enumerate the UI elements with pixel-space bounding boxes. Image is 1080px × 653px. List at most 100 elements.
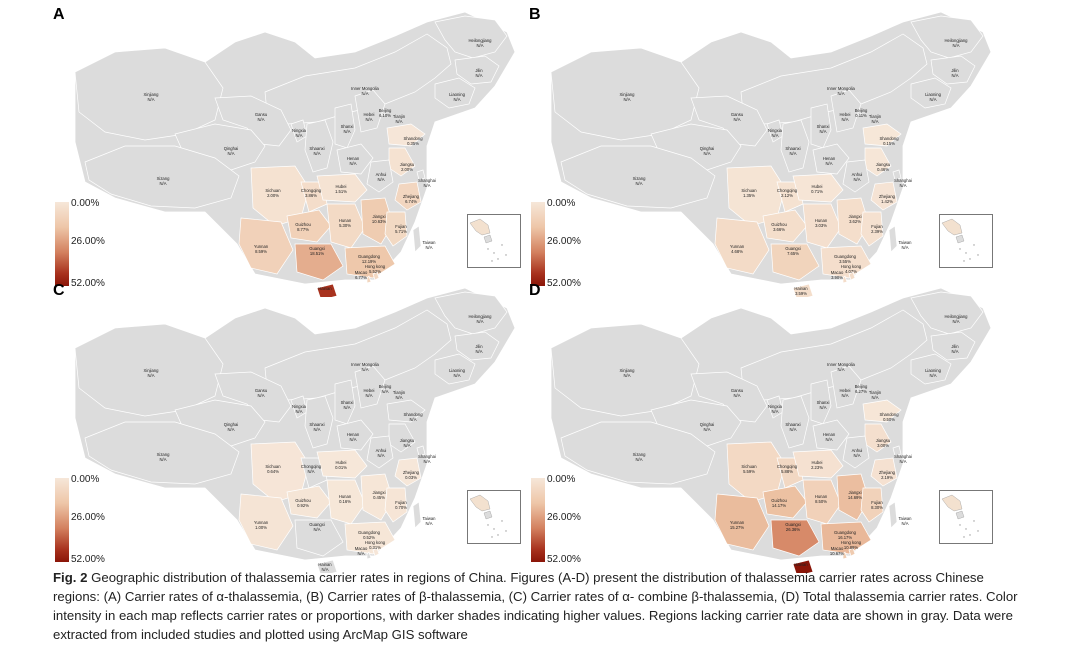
region-name: Hubei [336,460,347,465]
region-name: Shanxi [341,400,354,405]
region-value: N/A [160,181,167,186]
region-name: Anhui [376,172,387,177]
inset-map [941,218,979,262]
region-value: N/A [426,245,433,250]
region-value: 10.89% [844,545,858,550]
region-name: Hainan [318,286,332,291]
region-value: N/A [396,395,403,400]
region-name: Yunnan [254,520,269,525]
region-shanxi [334,379,356,425]
region-value: N/A [790,151,797,156]
region-value: 8.77% [297,227,309,232]
region-name: Macao [831,270,844,275]
region-value: 1.35% [743,193,755,198]
region-shanxi [810,103,832,149]
region-value: N/A [772,409,779,414]
region-value: 2.00% [267,193,279,198]
region-value: 8.50% [815,499,827,504]
region-name: Ningxia [292,404,307,409]
legend-colorbar [531,478,545,562]
region-value: N/A [952,73,959,78]
region-shaanxi [304,119,334,173]
region-gansu [214,95,292,147]
region-name: Hebei [364,112,375,117]
region-name: Heilongjiang [468,314,492,319]
region-value: N/A [426,521,433,526]
region-name: Inner Mongolia [351,362,379,367]
region-value: N/A [930,373,937,378]
china-map: HeilongjiangN/AJilinN/ALiaoningN/AInner … [550,288,992,573]
region-shanghai [892,169,902,181]
legend-mid: 26.00% [547,236,581,247]
region-name: Qinghai [700,422,715,427]
map-panel-a: A Heilongjiang N/A Jilin N/A Liaoning N/A Inne… [53,6,555,297]
region-name: Guizhou [771,498,787,503]
region-value: 2.19% [881,475,893,480]
legend-max: 52.00% [547,278,581,289]
region-name: Heilongjiang [944,314,968,319]
legend-colorbar [531,202,545,286]
region-value: 3.55% [839,259,851,264]
region-value: 7.65% [787,251,799,256]
region-name: Hubei [336,184,347,189]
region-name: Tianjin [869,390,882,395]
region-value: 8.59% [255,249,267,254]
region-name: Liaoning [925,92,942,97]
region-name: Hong kong [365,264,386,269]
region-value: N/A [378,177,385,182]
region-gansu [690,371,768,423]
region-value: 6.77% [355,275,367,280]
region-value: N/A [424,459,431,464]
region-guizhou [762,485,808,519]
region-name: Shanxi [341,124,354,129]
region-gansu [690,95,768,147]
south-china-sea-inset [939,214,993,268]
region-heilongjiang [434,291,508,335]
region-value: N/A [477,319,484,324]
region-value: N/A [734,117,741,122]
region-value: 5.30% [339,223,351,228]
region-hunan [326,479,366,525]
region-value: 14.69% [848,495,862,500]
region-name: Hong kong [841,264,862,269]
region-value: N/A [358,551,365,556]
region-hong-kong [848,271,856,281]
region-liaoning [434,77,476,109]
region-value: 3.00% [877,443,889,448]
region-name: Chongqing [777,188,798,193]
region-taiwan [888,225,898,253]
region-name: Yunnan [730,244,745,249]
region-shanxi [334,103,356,149]
region-taiwan [412,501,422,529]
region-zhejiang [870,181,898,211]
region-value: 2.00% [401,167,413,172]
legend: 0.00% 26.00% 52.00% [55,474,135,578]
region-value: 5.88% [781,469,793,474]
region-xizang [84,145,240,209]
region-value: N/A [476,73,483,78]
region-guangdong [820,245,872,279]
region-name: Jilin [951,344,959,349]
region-value: N/A [902,245,909,250]
region-name: Henan [347,432,360,437]
region-name: Jilin [475,68,483,73]
region-name: Inner Mongolia [351,86,379,91]
region-name: Hainan [794,562,808,567]
region-name: Shanghai [418,178,436,183]
region-name: Xinjiang [144,92,160,97]
region-value: N/A [854,177,861,182]
region-xinjiang [74,47,224,141]
region-hubei [792,173,844,203]
region-value: 5.59% [743,469,755,474]
region-gansu [214,371,292,423]
region-name: Hong kong [365,540,386,545]
region-hunan [802,479,842,525]
region-value: 5.52% [369,269,381,274]
region-name: Macao [831,546,844,551]
region-value: 2.12% [781,193,793,198]
region-name: Hong kong [841,540,862,545]
region-shaanxi [304,395,334,449]
region-name: Shanxi [817,400,830,405]
region-name: Chongqing [301,464,322,469]
region-value: N/A [258,117,265,122]
